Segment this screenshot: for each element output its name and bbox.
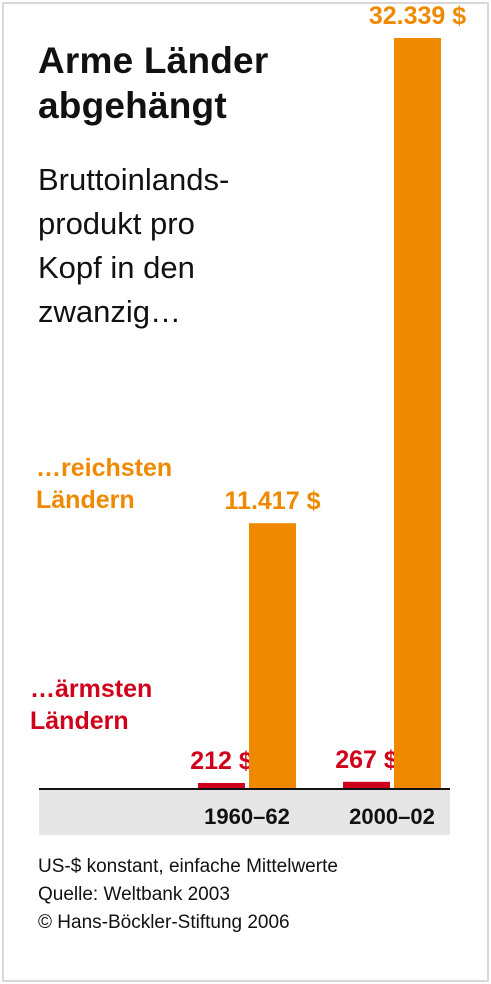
value-label-poor-1: 267 $ xyxy=(335,746,398,774)
value-label-rich-0: 11.417 $ xyxy=(225,487,321,515)
legend-poor-countries: …ärmsten Ländern xyxy=(30,675,153,735)
footer-copyright: © Hans-Böckler-Stiftung 2006 xyxy=(38,912,290,933)
footer-unit-note: US-$ konstant, einfache Mittelwerte xyxy=(38,856,338,877)
value-label-poor-0: 212 $ xyxy=(190,747,253,775)
bar-rich-0 xyxy=(249,523,296,788)
value-label-rich-1: 32.339 $ xyxy=(369,2,466,30)
chart-title: Arme Länder abgehängt xyxy=(38,40,269,126)
footer-notes: US-$ konstant, einfache Mittelwerte Quel… xyxy=(38,853,338,937)
bar-poor-1 xyxy=(343,781,390,788)
bar-rich-1 xyxy=(394,38,441,788)
chart-subtitle: Bruttoinlands- produkt pro Kopf in den z… xyxy=(38,162,230,329)
category-label-0: 1960–62 xyxy=(204,804,290,829)
legend-rich-countries: …reichsten Ländern xyxy=(36,454,173,514)
x-axis-band xyxy=(39,789,450,835)
footer-source: Quelle: Weltbank 2003 xyxy=(38,884,230,905)
bar-poor-0 xyxy=(198,783,245,788)
category-label-1: 2000–02 xyxy=(349,804,435,829)
